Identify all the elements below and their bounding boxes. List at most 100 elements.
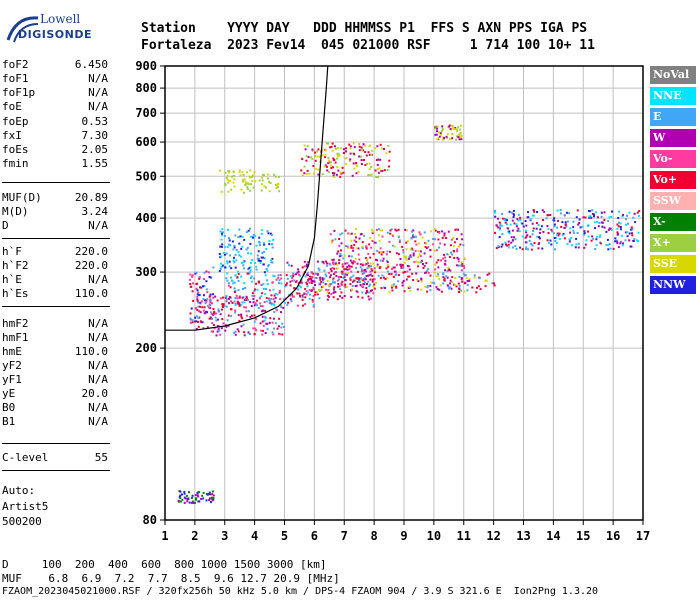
echo-point	[562, 232, 565, 235]
echo-point	[269, 232, 272, 235]
echo-point	[434, 127, 437, 130]
echo-point	[261, 183, 263, 186]
echo-point	[243, 334, 246, 337]
echo-point	[231, 240, 234, 243]
echo-point	[375, 282, 377, 285]
echo-point	[314, 293, 317, 296]
echo-point	[577, 223, 580, 226]
echo-point	[305, 293, 308, 296]
echo-point	[459, 290, 461, 293]
echo-point	[260, 310, 263, 313]
echo-point	[322, 261, 325, 263]
echo-point	[302, 304, 304, 307]
echo-point	[318, 297, 321, 300]
echo-point	[451, 253, 454, 256]
echo-point	[369, 256, 372, 259]
echo-point	[261, 320, 264, 323]
echo-point	[318, 288, 320, 291]
echo-point	[454, 276, 457, 279]
echo-point	[329, 263, 332, 266]
echo-point	[384, 277, 387, 280]
echo-point	[380, 253, 383, 256]
param-name: yF1	[2, 373, 22, 386]
echo-point	[550, 243, 553, 246]
echo-point	[187, 497, 190, 500]
echo-point	[259, 260, 262, 262]
echo-point	[244, 183, 247, 186]
echo-point	[231, 279, 234, 282]
echo-point	[262, 174, 265, 176]
echo-point	[361, 291, 364, 294]
echo-point	[199, 301, 202, 304]
echo-point	[270, 294, 273, 297]
echo-point	[376, 145, 379, 148]
echo-point	[438, 135, 441, 138]
echo-point	[326, 264, 329, 267]
echo-point	[366, 267, 369, 270]
echo-point	[255, 268, 258, 271]
echo-point	[593, 221, 596, 224]
echo-point	[440, 290, 443, 293]
echo-point	[454, 126, 457, 129]
echo-point	[303, 165, 306, 168]
echo-point	[223, 305, 226, 308]
echo-point	[605, 244, 608, 246]
x-tick-label: 4	[251, 529, 258, 543]
echo-point	[454, 283, 456, 286]
echo-point	[240, 304, 243, 306]
echo-point	[541, 209, 544, 212]
echo-point	[204, 302, 207, 305]
echo-point	[265, 300, 268, 303]
echo-point	[210, 312, 213, 315]
echo-point	[349, 147, 352, 150]
echo-point	[592, 237, 595, 240]
echo-point	[344, 229, 347, 232]
echo-point	[360, 159, 363, 162]
echo-point	[332, 291, 335, 294]
echo-point	[373, 269, 376, 272]
echo-point	[225, 277, 228, 280]
echo-point	[330, 293, 333, 296]
echo-point	[234, 289, 237, 292]
legend-noval: NoVal	[650, 66, 696, 84]
echo-point	[402, 249, 405, 252]
echo-point	[522, 225, 525, 228]
echo-point	[353, 239, 356, 242]
echo-point	[218, 329, 221, 332]
echo-point	[237, 330, 240, 333]
echo-point	[254, 302, 257, 305]
echo-point	[229, 286, 232, 289]
echo-point	[238, 296, 241, 299]
param-value: N/A	[88, 331, 108, 344]
echo-point	[254, 288, 257, 291]
echo-point	[305, 281, 308, 284]
param-row-foe: foE N/A	[2, 100, 108, 114]
echo-point	[312, 294, 315, 297]
param-value: 220.0	[74, 259, 108, 272]
echo-point	[202, 309, 205, 312]
echo-point	[521, 248, 524, 251]
echo-point	[318, 269, 321, 272]
echo-point	[411, 247, 414, 250]
echo-point	[235, 248, 238, 251]
echo-point	[449, 286, 451, 289]
echo-point	[333, 175, 336, 178]
echo-point	[457, 282, 460, 285]
echo-point	[439, 134, 442, 136]
echo-point	[221, 228, 224, 231]
echo-point	[628, 211, 631, 214]
echo-region-1	[195, 295, 285, 337]
echo-point	[559, 209, 562, 211]
echo-point	[191, 290, 194, 293]
echo-point	[304, 296, 307, 299]
echo-point	[312, 305, 315, 308]
echo-point	[221, 308, 223, 311]
echo-point	[239, 174, 242, 177]
echo-point	[192, 299, 195, 302]
param-name: foF1	[2, 72, 29, 85]
echo-point	[524, 241, 527, 244]
echo-point	[457, 291, 460, 293]
echo-point	[196, 295, 199, 298]
echo-point	[203, 285, 206, 287]
echo-point	[368, 266, 371, 269]
